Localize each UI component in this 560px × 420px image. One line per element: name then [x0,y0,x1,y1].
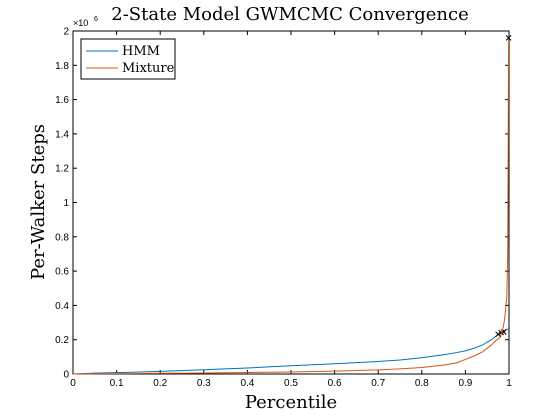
y-tick-label: 1.4 [55,129,69,140]
y-multiplier: ×10 6 [73,16,98,28]
x-tick-label: 0.6 [328,378,342,389]
x-axis-ticks: 0 0.1 0.2 0.3 0.4 0.5 0.6 0.7 0.8 0.9 1 [70,31,512,389]
x-tick-label: 0.4 [240,378,254,389]
x-tick-label: 0.7 [371,378,385,389]
y-multiplier-exponent: 6 [94,16,98,23]
y-tick-label: 2 [63,27,69,38]
series-marker-mixture [495,331,501,338]
legend-box [80,38,176,80]
legend: HMM Mixture [80,38,176,80]
y-axis-ticks: 0 0.2 0.4 0.6 0.8 1 1.2 1.4 1.6 1.8 2 [55,27,509,381]
series-line-hmm [72,328,510,375]
y-axis-label: Per-Walker Steps [28,124,49,280]
series-lines [72,35,512,375]
series-line-mixture [72,37,510,375]
legend-label-mixture: Mixture [122,61,175,76]
x-tick-label: 1 [506,378,512,389]
y-tick-label: 1.6 [55,95,69,106]
y-tick-label: 0.4 [55,301,69,312]
x-tick-label: 0.2 [153,378,167,389]
x-tick-label: 0.8 [415,378,429,389]
x-tick-label: 0.1 [110,378,124,389]
plot-area [72,30,510,375]
x-tick-label: 0 [70,378,76,389]
y-tick-label: 0 [63,370,69,381]
y-tick-label: 1.8 [55,61,69,72]
legend-label-hmm: HMM [122,44,160,59]
y-tick-label: 0.8 [55,232,69,243]
series-marker-mixture [505,35,512,41]
x-tick-label: 0.9 [458,378,472,389]
y-tick-label: 1 [63,198,69,209]
y-tick-label: 0.2 [55,335,69,346]
chart-title: 2-State Model GWMCMC Convergence [111,4,469,25]
y-multiplier-base: ×10 [73,18,88,28]
x-tick-label: 0.5 [284,378,298,389]
y-tick-label: 0.6 [55,267,69,278]
y-tick-label: 1.2 [55,164,69,175]
x-axis-label: Percentile [245,392,337,413]
x-tick-label: 0.3 [197,378,211,389]
